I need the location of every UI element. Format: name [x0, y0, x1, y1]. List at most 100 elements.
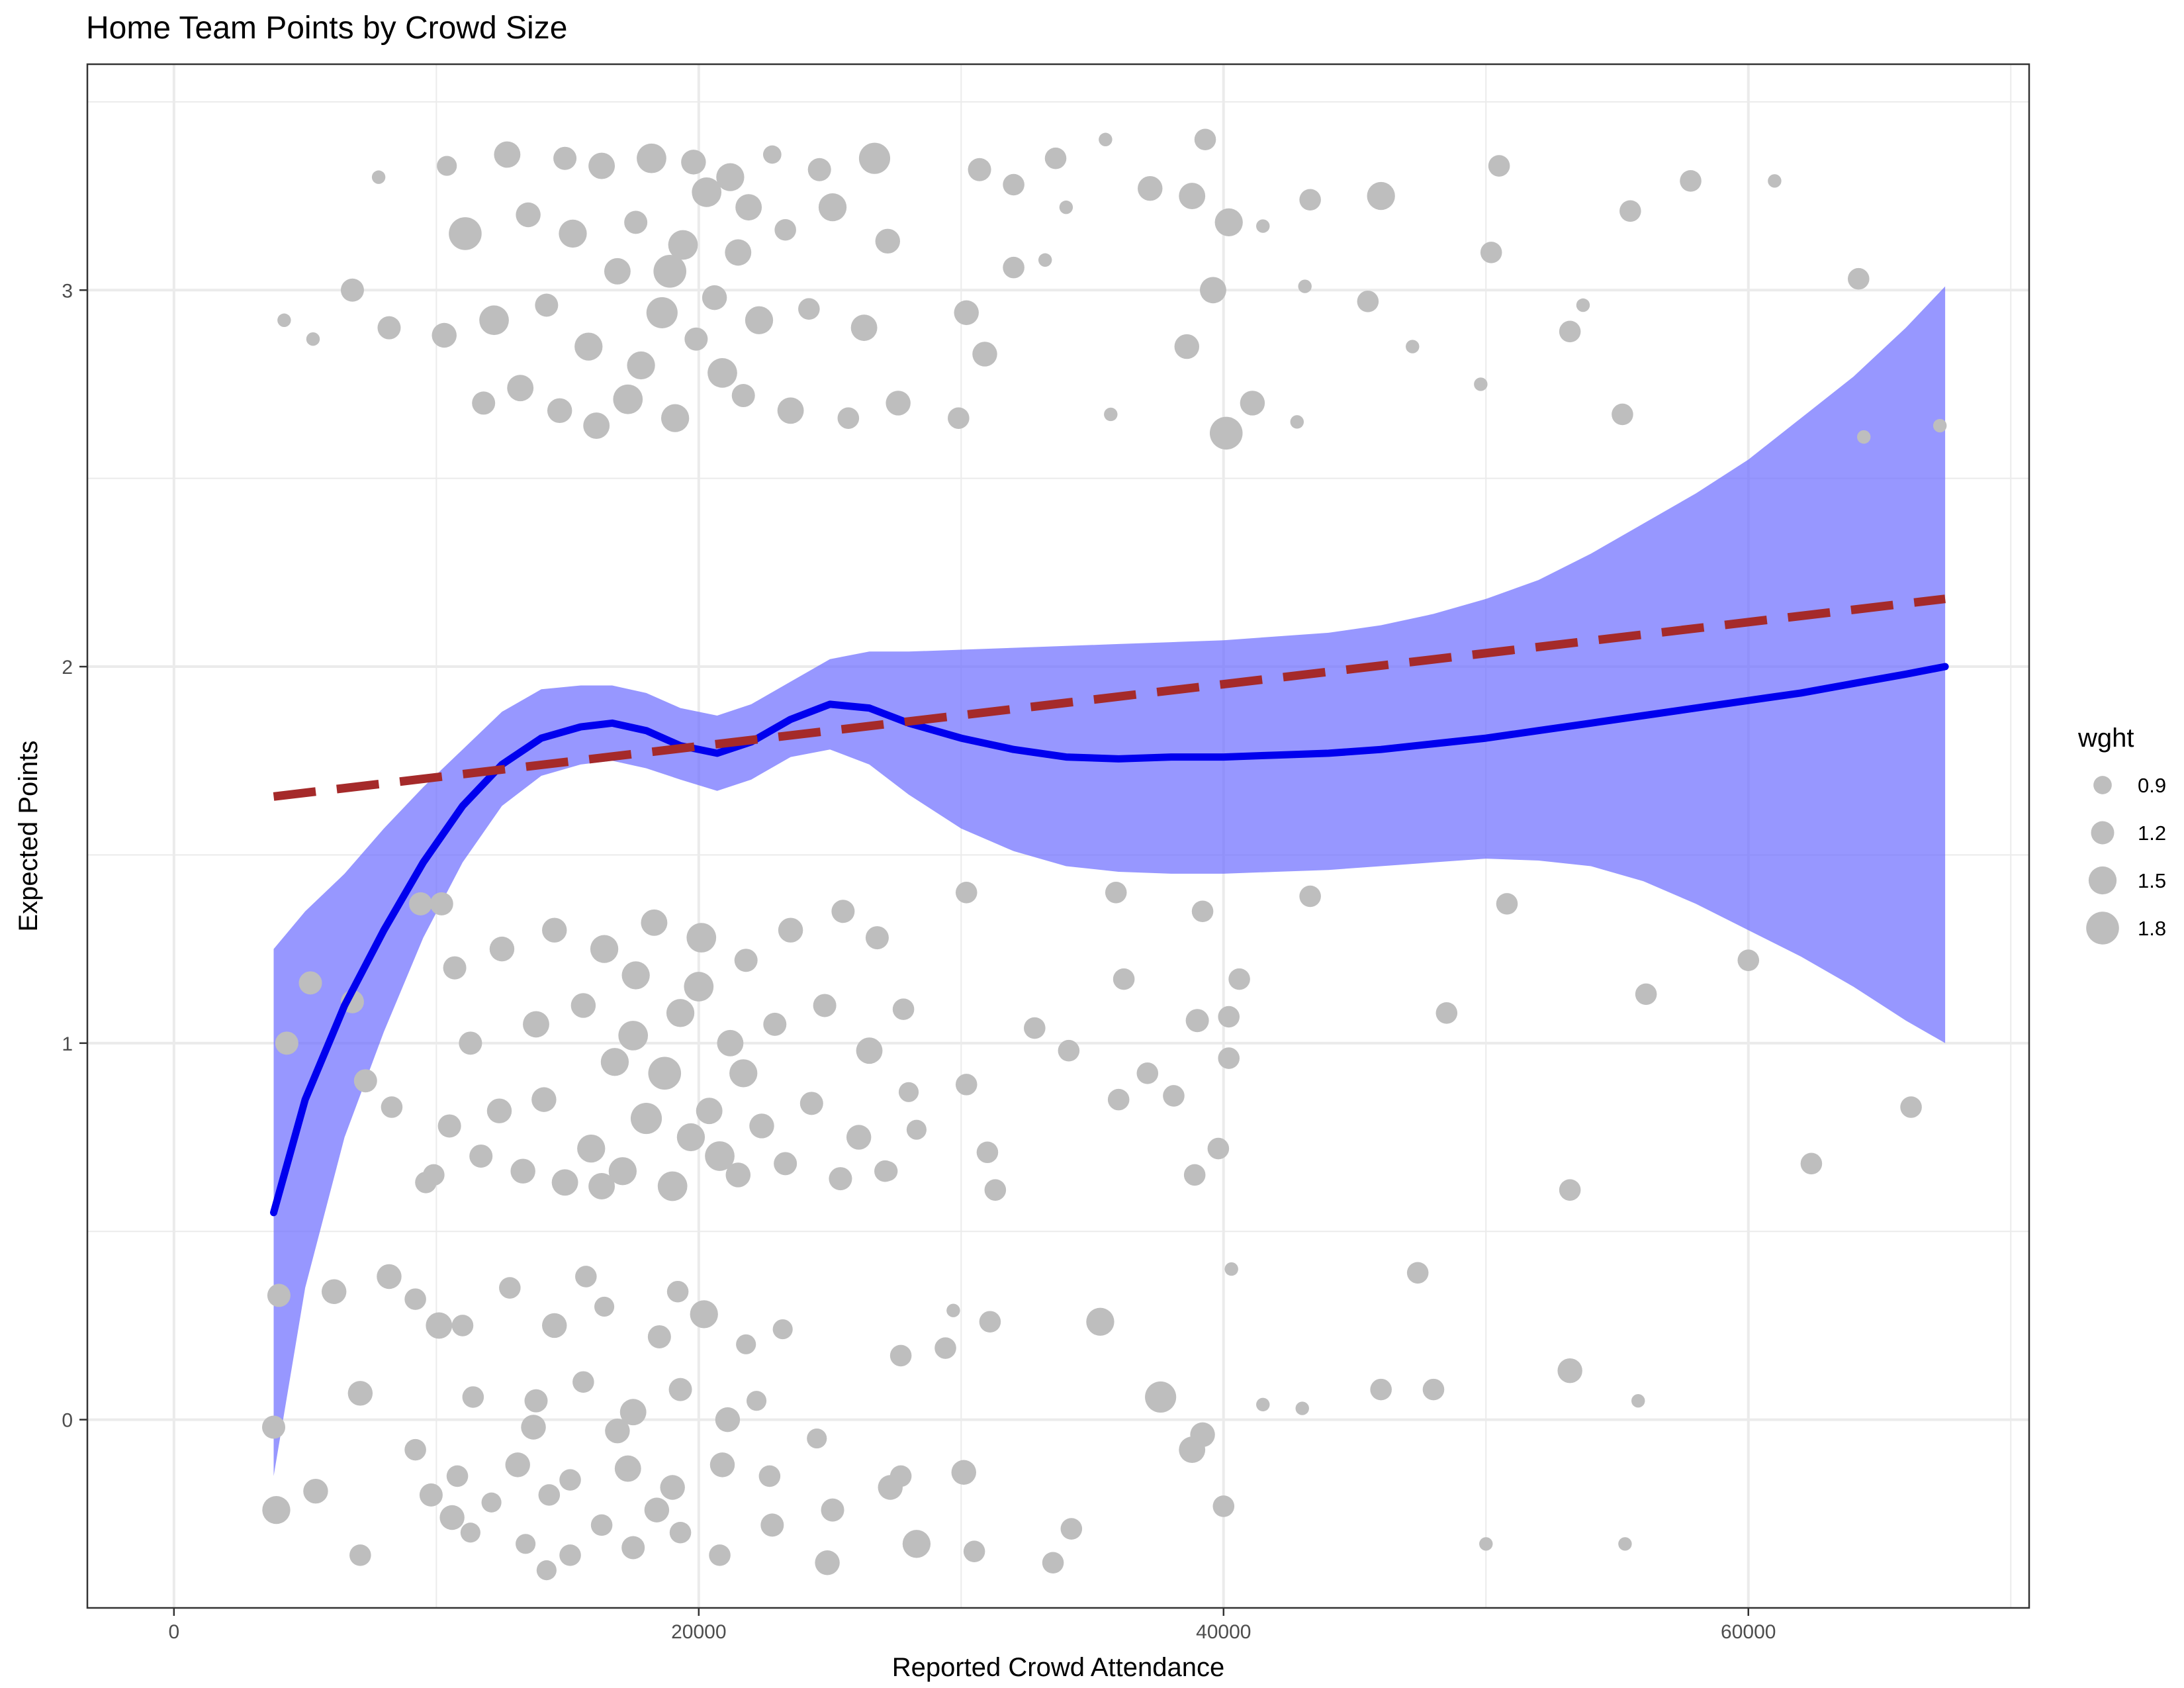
data-point — [968, 158, 991, 181]
data-point — [1768, 174, 1782, 188]
data-point — [818, 193, 847, 222]
data-point — [1474, 377, 1488, 391]
data-point — [892, 998, 915, 1020]
data-point — [590, 1514, 613, 1536]
data-point — [646, 297, 678, 328]
data-point — [762, 145, 782, 164]
legend-key-label: 1.2 — [2138, 821, 2166, 845]
data-point — [731, 384, 755, 408]
data-point — [605, 1418, 630, 1444]
data-point — [1847, 267, 1870, 290]
data-point — [1194, 128, 1216, 151]
data-point — [486, 1098, 512, 1123]
data-point — [381, 1096, 403, 1118]
data-point — [1214, 208, 1243, 237]
data-point — [702, 285, 727, 310]
data-point — [1800, 1152, 1823, 1175]
confidence-band — [273, 286, 1946, 1476]
data-point — [735, 194, 762, 221]
data-point — [630, 1103, 662, 1135]
data-point — [1138, 175, 1163, 201]
data-point — [746, 1391, 767, 1411]
data-point — [648, 1056, 682, 1090]
data-point — [624, 211, 648, 234]
data-point — [570, 993, 596, 1018]
points-layer — [262, 128, 1947, 1581]
data-point — [954, 300, 979, 326]
data-point — [837, 407, 860, 429]
data-point — [1370, 1378, 1392, 1401]
data-point — [1044, 147, 1067, 169]
data-point — [1612, 403, 1633, 426]
data-point — [536, 1560, 557, 1581]
data-point — [1224, 1262, 1238, 1276]
data-point — [588, 1173, 615, 1199]
data-point — [479, 305, 509, 336]
data-point — [510, 1158, 535, 1184]
data-point — [621, 1536, 645, 1560]
data-point — [469, 1144, 493, 1168]
data-point — [608, 1157, 637, 1186]
data-point — [1367, 181, 1395, 211]
data-point — [725, 239, 752, 266]
data-point — [1113, 968, 1135, 990]
data-point — [889, 1344, 912, 1367]
data-point — [494, 141, 521, 168]
data-point — [459, 1031, 482, 1055]
data-point — [1256, 1397, 1270, 1412]
data-point — [653, 255, 686, 288]
data-point — [1619, 200, 1641, 222]
data-point — [807, 1428, 827, 1449]
data-point — [1406, 1262, 1429, 1284]
data-point — [449, 217, 482, 250]
data-point — [858, 142, 891, 174]
y-tick-label: 1 — [62, 1033, 73, 1055]
data-point — [1635, 983, 1657, 1006]
data-point — [660, 404, 690, 432]
data-point — [686, 923, 717, 953]
data-point — [778, 917, 803, 943]
data-point — [1086, 1307, 1115, 1336]
data-point — [676, 1123, 705, 1152]
data-point — [542, 917, 567, 943]
panel-border — [86, 63, 2030, 1609]
data-point — [1179, 183, 1206, 210]
data-point — [1298, 279, 1312, 293]
smooth-fit-line — [270, 663, 1949, 1217]
data-point — [1737, 949, 1760, 971]
x-tick-label: 60000 — [1721, 1621, 1776, 1643]
data-point — [707, 358, 737, 388]
data-point — [1107, 1088, 1130, 1111]
data-point — [725, 1162, 751, 1188]
data-point — [821, 1498, 844, 1522]
data-point — [955, 1074, 978, 1096]
data-point — [799, 1092, 823, 1115]
data-point — [1038, 253, 1052, 267]
data-point — [690, 1300, 718, 1329]
data-point — [657, 1171, 688, 1201]
data-point — [1488, 155, 1510, 177]
data-point — [349, 1544, 371, 1566]
data-point — [588, 152, 615, 179]
data-point — [902, 1530, 931, 1558]
data-point — [535, 293, 559, 317]
data-point — [621, 961, 650, 990]
data-point — [1299, 885, 1321, 908]
data-point — [1900, 1096, 1922, 1118]
data-point — [906, 1119, 927, 1140]
y-tick-label: 0 — [62, 1410, 73, 1432]
data-point — [507, 375, 534, 402]
data-point — [1104, 407, 1118, 422]
data-point — [426, 1312, 453, 1339]
data-point — [1680, 170, 1702, 192]
data-point — [807, 158, 831, 181]
data-point — [865, 926, 889, 950]
data-point — [347, 1381, 373, 1406]
data-point — [1218, 1006, 1240, 1028]
data-point — [1145, 1381, 1177, 1413]
data-point — [749, 1113, 774, 1139]
data-point — [1163, 1085, 1185, 1107]
data-point — [798, 298, 820, 320]
data-point — [505, 1452, 530, 1477]
data-point — [1228, 968, 1250, 990]
